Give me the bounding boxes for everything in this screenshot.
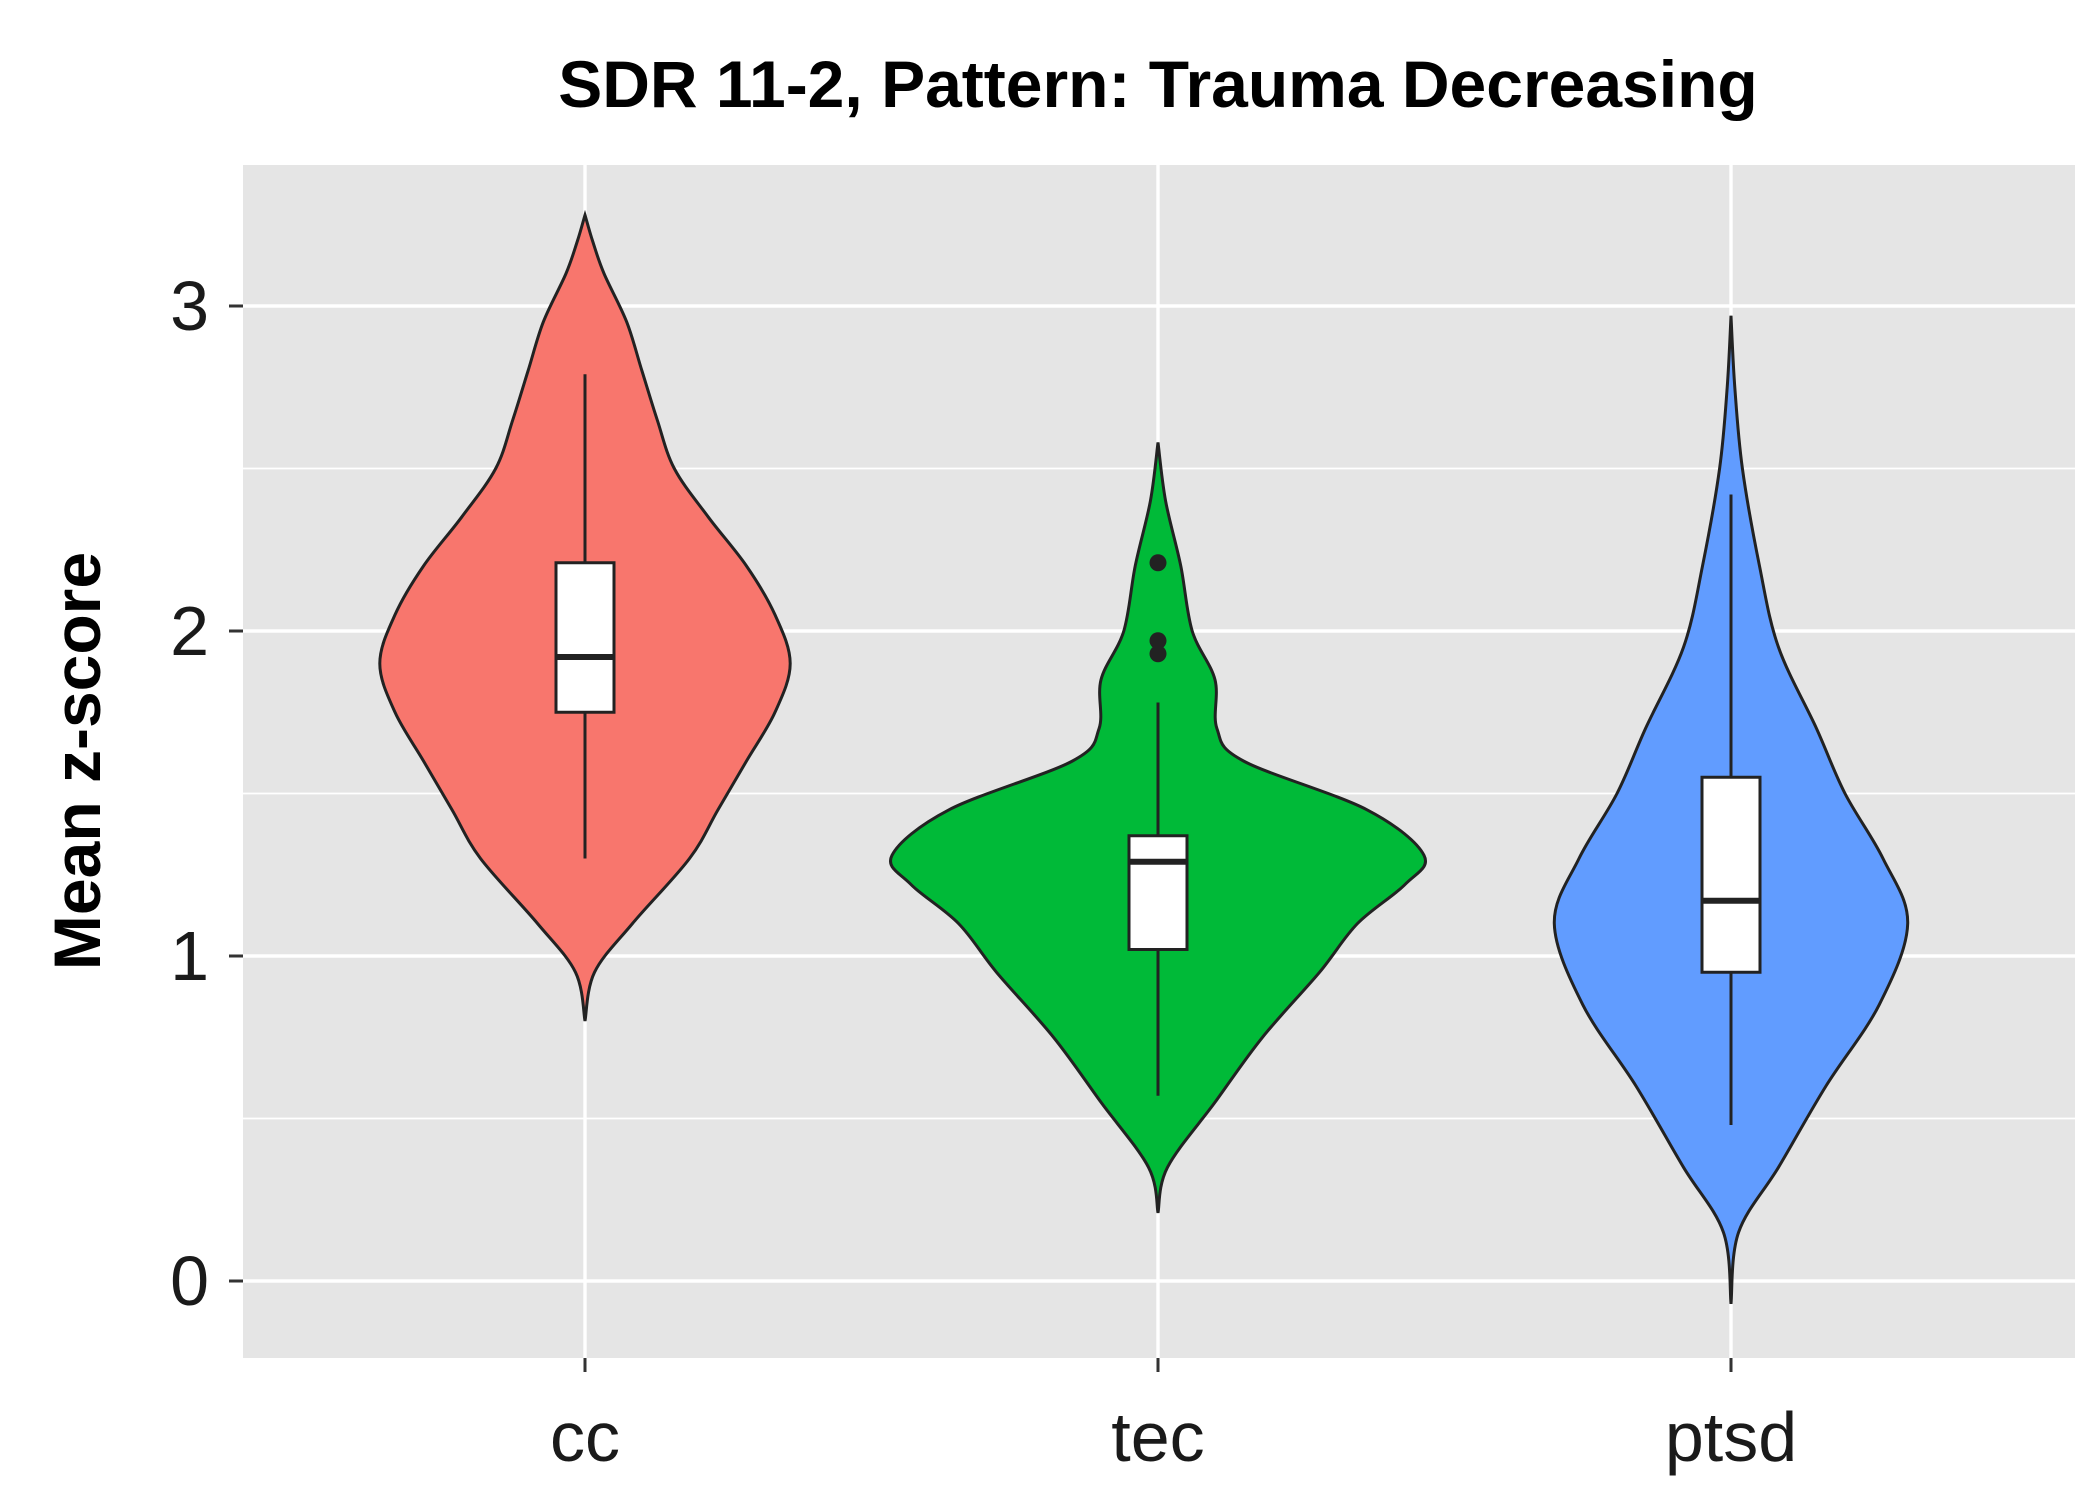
violin-group-tec xyxy=(889,442,1427,1214)
y-tick-label: 2 xyxy=(170,592,209,670)
y-tick-label: 1 xyxy=(170,917,209,995)
x-tick-label: tec xyxy=(1111,1398,1204,1476)
box-tec xyxy=(1127,834,1189,951)
violin-group-cc xyxy=(378,209,792,1022)
violin-group-ptsd xyxy=(1552,315,1910,1304)
chart-title: SDR 11-2, Pattern: Trauma Decreasing xyxy=(558,47,1757,121)
violins xyxy=(378,209,1910,1304)
y-axis: 0 1 2 3 xyxy=(170,267,243,1320)
x-axis: cc tec ptsd xyxy=(550,1358,1797,1476)
x-tick-label: cc xyxy=(550,1398,620,1476)
outlier-point-tec xyxy=(1149,645,1167,663)
outlier-point-tec xyxy=(1149,554,1167,572)
box-ptsd xyxy=(1700,775,1762,974)
y-axis-label: Mean z-score xyxy=(40,552,114,970)
y-tick-label: 3 xyxy=(170,267,209,345)
outlier-point-tec xyxy=(1149,632,1167,650)
x-tick-label: ptsd xyxy=(1665,1398,1797,1476)
box-cc xyxy=(554,561,616,714)
y-tick-label: 0 xyxy=(170,1242,209,1320)
